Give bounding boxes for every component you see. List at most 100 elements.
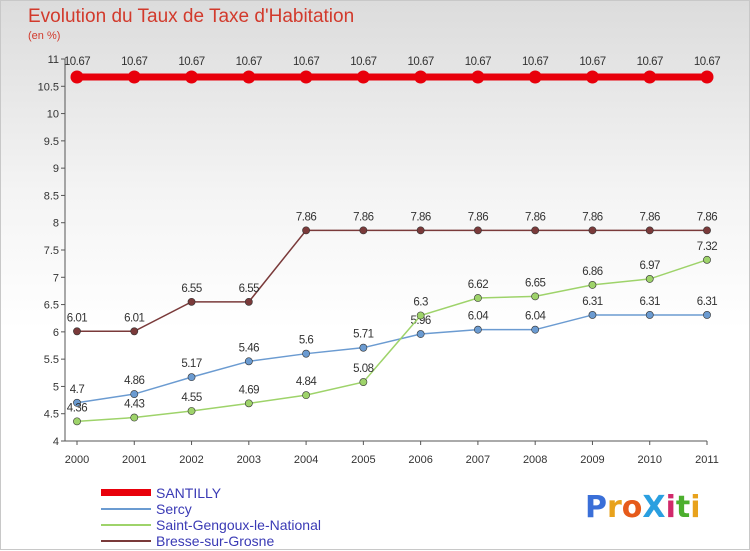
data-label: 6.31 bbox=[640, 296, 660, 308]
data-label: 5.46 bbox=[239, 342, 259, 354]
y-tick-label: 10.5 bbox=[38, 81, 59, 93]
legend-label: Sercy bbox=[156, 501, 192, 517]
x-tick-label: 2002 bbox=[179, 454, 203, 466]
x-tick-label: 2003 bbox=[237, 454, 261, 466]
legend-label: SANTILLY bbox=[156, 485, 222, 501]
data-point bbox=[703, 311, 711, 319]
data-label: 4.55 bbox=[181, 392, 201, 404]
data-point bbox=[416, 226, 425, 235]
data-label: 7.86 bbox=[296, 211, 316, 223]
y-tick-label: 5.5 bbox=[44, 354, 59, 366]
data-label: 7.86 bbox=[582, 211, 602, 223]
y-tick-label: 7 bbox=[53, 272, 59, 284]
data-label: 7.86 bbox=[697, 211, 717, 223]
y-tick-label: 9.5 bbox=[44, 136, 59, 148]
x-tick-label: 2008 bbox=[523, 454, 547, 466]
data-label: 6.31 bbox=[582, 296, 602, 308]
data-label: 5.6 bbox=[299, 335, 314, 347]
data-point bbox=[127, 70, 141, 84]
data-label: 10.67 bbox=[236, 56, 262, 68]
y-tick-label: 6.5 bbox=[44, 300, 59, 312]
data-label: 10.67 bbox=[121, 56, 147, 68]
y-tick-label: 11 bbox=[48, 54, 59, 66]
data-label: 4.69 bbox=[239, 384, 259, 396]
y-tick-label: 10 bbox=[47, 109, 59, 121]
data-point bbox=[588, 281, 597, 289]
y-tick-label: 4 bbox=[53, 436, 59, 448]
data-label: 7.86 bbox=[353, 211, 373, 223]
y-tick-label: 4.5 bbox=[44, 409, 59, 421]
proxiti-logo: ProXiti bbox=[585, 490, 701, 525]
legend-swatch bbox=[101, 489, 151, 496]
data-label: 7.86 bbox=[410, 211, 430, 223]
data-label: 6.01 bbox=[124, 312, 144, 324]
data-point bbox=[645, 311, 654, 319]
data-label: 4.7 bbox=[70, 384, 85, 396]
data-point bbox=[416, 330, 425, 338]
data-label: 6.01 bbox=[67, 312, 87, 324]
series-line-3 bbox=[77, 229, 707, 333]
data-point bbox=[302, 391, 310, 400]
data-point bbox=[585, 70, 599, 84]
data-label: 6.31 bbox=[697, 296, 717, 308]
data-label: 6.65 bbox=[525, 277, 545, 289]
data-point bbox=[185, 70, 199, 84]
data-point bbox=[645, 226, 654, 235]
data-label: 10.67 bbox=[579, 56, 605, 68]
data-point bbox=[643, 70, 657, 84]
data-point bbox=[414, 70, 428, 84]
data-label: 6.97 bbox=[640, 260, 660, 272]
x-tick-label: 2011 bbox=[695, 454, 719, 466]
x-tick-label: 2006 bbox=[408, 454, 432, 466]
data-point bbox=[474, 294, 482, 302]
data-point bbox=[359, 343, 368, 352]
data-point bbox=[244, 357, 253, 366]
data-point bbox=[244, 399, 253, 408]
data-label: 7.86 bbox=[468, 211, 488, 223]
logo-letter: i bbox=[690, 490, 701, 525]
x-tick-label: 2007 bbox=[466, 454, 490, 466]
data-point bbox=[130, 327, 139, 336]
data-label: 10.67 bbox=[64, 56, 90, 68]
x-tick-label: 2005 bbox=[351, 454, 375, 466]
x-tick-label: 2004 bbox=[294, 454, 318, 466]
data-label: 7.86 bbox=[640, 211, 660, 223]
data-label: 6.04 bbox=[525, 311, 546, 323]
data-point bbox=[528, 70, 542, 84]
y-tick-label: 8 bbox=[53, 218, 59, 230]
data-label: 10.67 bbox=[465, 56, 491, 68]
data-label: 5.08 bbox=[353, 363, 373, 375]
data-label: 10.67 bbox=[407, 56, 433, 68]
logo-letter: X bbox=[642, 490, 666, 525]
data-label: 10.67 bbox=[178, 56, 204, 68]
data-point bbox=[531, 292, 540, 301]
logo-letter: P bbox=[585, 490, 607, 525]
data-label: 5.17 bbox=[181, 358, 201, 370]
data-point bbox=[302, 349, 310, 358]
x-tick-label: 2000 bbox=[65, 454, 89, 466]
y-tick-label: 6 bbox=[53, 327, 59, 339]
data-point bbox=[645, 275, 654, 283]
data-label: 5.96 bbox=[410, 315, 430, 327]
logo-letter: o bbox=[621, 490, 643, 525]
data-point bbox=[187, 407, 196, 415]
legend-label: Bresse-sur-Grosne bbox=[156, 533, 275, 549]
data-point bbox=[531, 226, 540, 235]
data-label: 7.32 bbox=[697, 241, 717, 253]
data-point bbox=[244, 297, 253, 306]
logo-letter: r bbox=[607, 490, 622, 525]
data-point bbox=[588, 311, 597, 319]
x-tick-label: 2010 bbox=[637, 454, 661, 466]
logo-letter: t bbox=[675, 490, 691, 525]
chart-subtitle: (en %) bbox=[28, 30, 61, 42]
data-label: 4.43 bbox=[124, 399, 144, 411]
data-point bbox=[187, 297, 196, 306]
data-label: 5.71 bbox=[353, 329, 373, 341]
legend-swatch bbox=[101, 540, 151, 542]
x-tick-label: 2009 bbox=[580, 454, 604, 466]
data-label: 6.55 bbox=[239, 283, 259, 295]
y-tick-label: 5 bbox=[53, 381, 59, 393]
series-line-2 bbox=[76, 259, 708, 423]
